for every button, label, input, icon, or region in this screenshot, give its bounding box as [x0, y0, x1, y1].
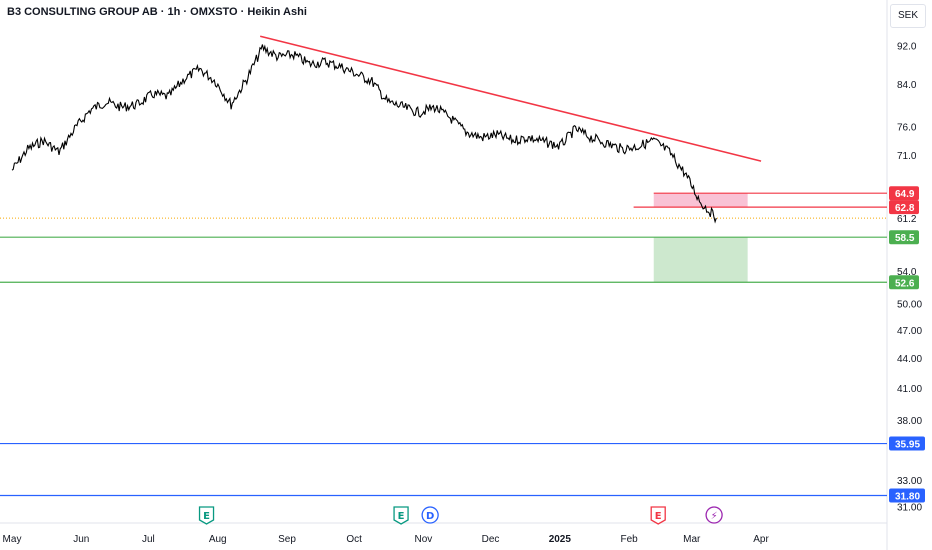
supply-zone [653, 193, 748, 208]
price-badge [889, 488, 925, 503]
y-tick-label: 76.0 [897, 122, 917, 133]
x-tick-label: Mar [683, 534, 701, 545]
x-tick-label: Nov [415, 534, 433, 545]
event-label: E [203, 511, 210, 522]
currency-button[interactable]: SEK [890, 4, 926, 28]
x-tick-label: Apr [753, 534, 769, 545]
y-tick-label: 71.0 [897, 151, 917, 162]
earnings-icon [650, 506, 666, 525]
price-badge [889, 436, 925, 451]
price-badge [889, 200, 919, 215]
price-layer [11, 44, 717, 224]
price-badge-label: 58.5 [895, 233, 915, 244]
x-tick-label: Jun [73, 534, 89, 545]
y-tick-label: 61.2 [897, 214, 917, 225]
time-axis[interactable]: May Jun Jul Aug Sep Oct Nov Dec 2025 Feb Mar Apr [3, 534, 770, 545]
price-badge-label: 52.6 [895, 278, 915, 289]
price-badges: 64.9 62.8 58.5 52.6 35.95 31.80 [889, 186, 925, 503]
price-axis[interactable]: 31.00 33.00 38.00 41.00 44.00 47.00 50.00 54.0 6… [897, 41, 922, 513]
y-tick-label: 44.00 [897, 354, 922, 365]
event-label: ⚡ [711, 511, 718, 522]
event-marker-split[interactable]: ⚡ [705, 506, 723, 524]
x-tick-label: Oct [346, 534, 362, 545]
price-badge-label: 64.9 [895, 189, 915, 200]
earnings-icon [198, 506, 215, 525]
x-tick-label: May [3, 534, 22, 545]
y-tick-label: 31.00 [897, 502, 922, 513]
x-tick-label: Dec [482, 534, 500, 545]
x-tick-label: Sep [278, 534, 296, 545]
split-icon [705, 506, 723, 524]
event-marker-earnings[interactable]: E [198, 506, 215, 525]
event-marker-earnings[interactable]: E [393, 506, 409, 525]
y-tick-label: 47.00 [897, 326, 922, 337]
y-tick-label: 54.0 [897, 267, 917, 278]
y-tick-label: 41.00 [897, 384, 922, 395]
price-badge-label: 31.80 [895, 492, 920, 503]
event-label: E [655, 511, 662, 522]
event-marker-earnings[interactable]: E [650, 506, 666, 525]
price-badge [889, 275, 919, 290]
price-badge [889, 230, 919, 245]
y-tick-label: 84.0 [897, 80, 917, 91]
event-label: D [426, 511, 434, 522]
x-tick-label: Feb [621, 534, 639, 545]
earnings-icon [393, 506, 409, 525]
price-badge [889, 186, 919, 201]
y-tick-label: 38.00 [897, 416, 922, 427]
price-badge-label: 35.95 [895, 440, 920, 451]
zones-layer [653, 193, 748, 283]
events-layer: E E D E ⚡ [198, 506, 723, 525]
x-tick-label: Aug [209, 534, 227, 545]
levels-layer [0, 192, 887, 497]
x-tick-label: 2025 [549, 534, 572, 545]
target-zone [653, 237, 748, 283]
y-tick-label: 50.00 [897, 300, 922, 311]
event-marker-dividend[interactable]: D [421, 506, 439, 524]
event-label: E [398, 511, 405, 522]
y-tick-label: 33.00 [897, 476, 922, 487]
trendline [260, 35, 762, 162]
chart-title: B3 CONSULTING GROUP AB · 1h · OMXSTO · H… [7, 6, 307, 18]
trendline-layer [260, 35, 762, 162]
price-badge-label: 62.8 [895, 203, 915, 214]
price-series [11, 44, 717, 224]
y-tick-label: 92.0 [897, 41, 917, 52]
dividend-icon [421, 506, 439, 524]
x-tick-label: Jul [142, 534, 155, 545]
